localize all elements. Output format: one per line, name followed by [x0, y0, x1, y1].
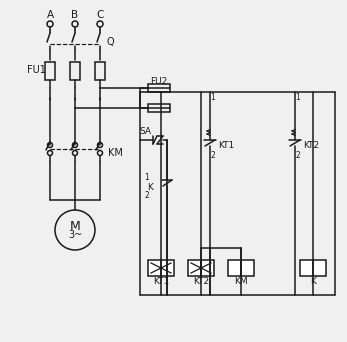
Text: 1: 1 — [296, 92, 301, 102]
Bar — [148, 104, 170, 112]
Bar — [45, 62, 55, 80]
Text: B: B — [71, 10, 78, 20]
Text: C: C — [96, 10, 104, 20]
Text: KM: KM — [234, 277, 248, 287]
Text: KM: KM — [108, 148, 123, 158]
Bar — [70, 62, 80, 80]
Text: FU2: FU2 — [150, 77, 168, 86]
Text: 2: 2 — [211, 152, 215, 160]
Text: K: K — [310, 277, 316, 287]
Text: KT2: KT2 — [193, 277, 209, 287]
Bar — [300, 260, 326, 276]
Text: KT1: KT1 — [218, 141, 234, 149]
Text: 2: 2 — [145, 192, 149, 200]
Bar — [95, 62, 105, 80]
Text: SA: SA — [139, 128, 151, 136]
Text: KT1: KT1 — [153, 277, 169, 287]
Bar — [148, 84, 170, 92]
Bar — [148, 260, 174, 276]
Text: 1: 1 — [145, 173, 149, 183]
Text: K: K — [147, 183, 153, 192]
Text: FU1: FU1 — [27, 65, 45, 75]
Text: 2: 2 — [296, 152, 301, 160]
Text: A: A — [46, 10, 53, 20]
Text: M: M — [70, 220, 81, 233]
Text: Q: Q — [107, 37, 115, 47]
Text: KT2: KT2 — [303, 141, 319, 149]
Text: 1: 1 — [211, 92, 215, 102]
Text: 3~: 3~ — [68, 230, 82, 240]
Bar — [188, 260, 214, 276]
Bar — [228, 260, 254, 276]
